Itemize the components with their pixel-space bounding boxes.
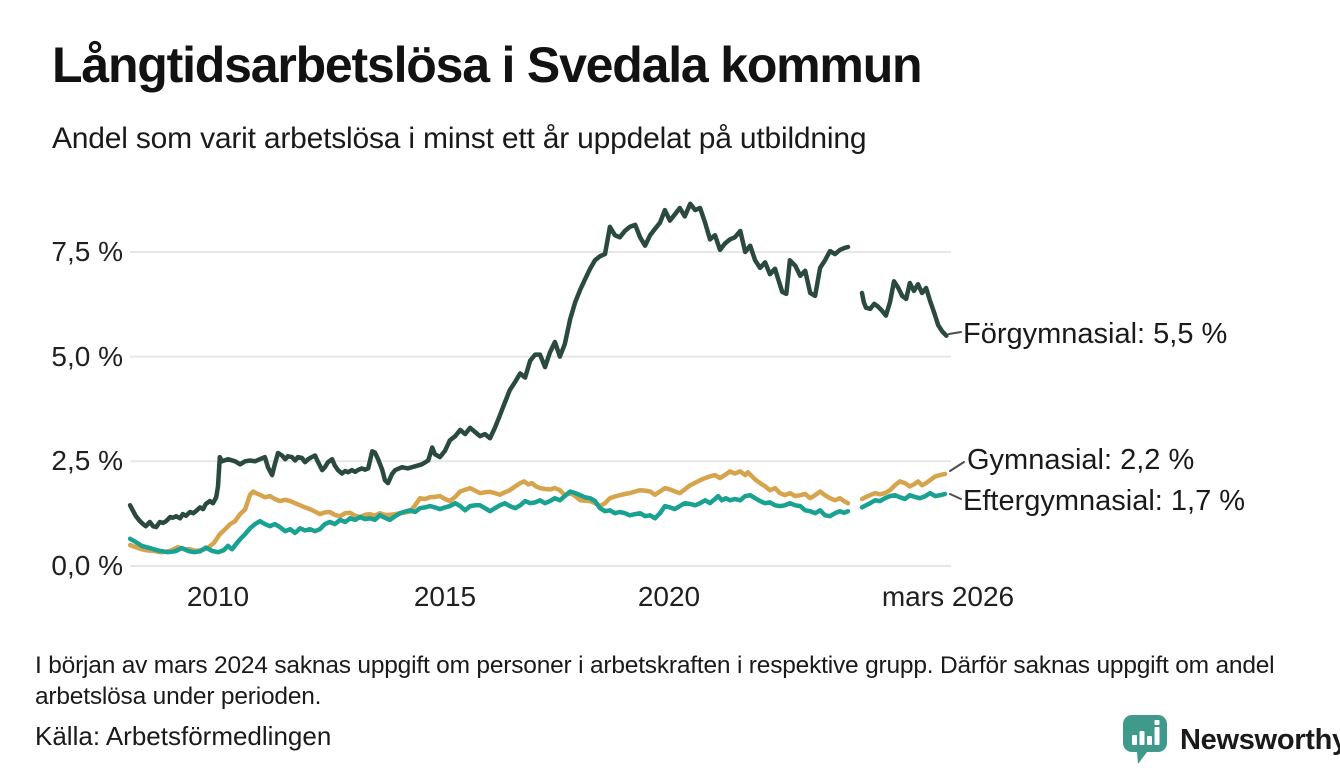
- series-label-eftergymnasial: Eftergymnasial: 1,7 %: [963, 485, 1246, 517]
- page-title: Långtidsarbetslösa i Svedala kommun: [52, 37, 923, 93]
- series-line-eftergymnasial-seg2: [859, 490, 948, 510]
- x-tick-2010: 2010: [186, 581, 250, 612]
- label-connector-forgymnasial: [948, 331, 962, 335]
- series-lines: [127, 201, 949, 555]
- y-tick-5-0: 5,0 %: [51, 341, 123, 372]
- series-label-forgymnasial: Förgymnasial: 5,5 %: [963, 318, 1228, 350]
- label-connector-gymnasial: [949, 461, 965, 472]
- series-line-gymnasial-seg1: [127, 469, 851, 555]
- y-tick-2-5: 2,5 %: [51, 445, 123, 476]
- series-line-forgymnasial-seg2: [859, 279, 949, 338]
- source-text: Källa: Arbetsförmedlingen: [35, 721, 332, 751]
- x-tick-2020: 2020: [637, 581, 701, 612]
- newsworthy-wordmark: Newsworthy: [1180, 723, 1340, 756]
- series-line-forgymnasial-seg1: [127, 201, 851, 530]
- y-tick-7-5: 7,5 %: [51, 236, 123, 267]
- series-label-gymnasial: Gymnasial: 2,2 %: [967, 444, 1195, 476]
- x-tick-2015: 2015: [413, 581, 477, 612]
- page-subtitle: Andel som varit arbetslösa i minst ett å…: [52, 122, 867, 155]
- series-line-gymnasial-seg2: [859, 471, 948, 502]
- label-connector-eftergymnasial: [949, 493, 962, 500]
- gridlines: [130, 251, 951, 567]
- newsworthy-logo: Newsworthy: [1122, 714, 1340, 766]
- footnote: I början av mars 2024 saknas uppgift om …: [35, 652, 1275, 711]
- series-line-eftergymnasial-seg1: [127, 489, 851, 555]
- plot-svg: [127, 201, 965, 567]
- y-tick-0-0: 0,0 %: [51, 550, 123, 581]
- newsworthy-icon: [1123, 715, 1167, 764]
- label-connectors: [948, 331, 965, 500]
- x-tick-mars-2026: mars 2026: [881, 581, 1015, 612]
